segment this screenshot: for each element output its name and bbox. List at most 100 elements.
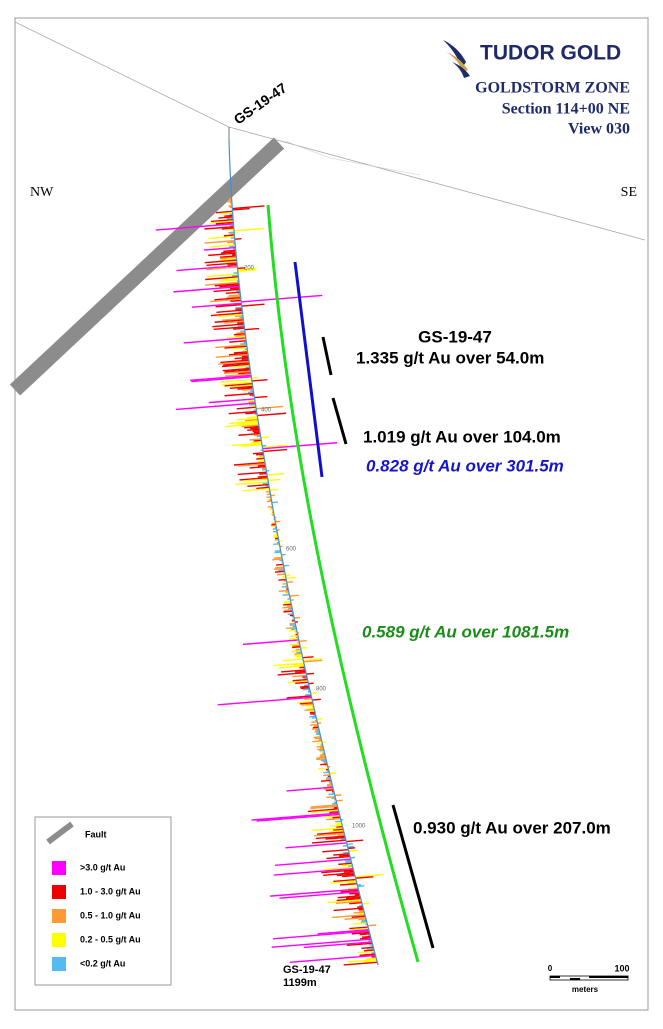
assay-bar [233, 328, 244, 329]
assay-bar [301, 688, 310, 689]
assay-bar [238, 326, 244, 327]
assay-bar [276, 564, 283, 565]
assay-bar [303, 657, 314, 658]
assay-bar [349, 893, 359, 894]
assay-bar [234, 334, 245, 335]
assay-bar [248, 402, 255, 403]
assay-bar [257, 461, 265, 462]
assay-bar [305, 710, 315, 711]
legend-swatch [52, 885, 66, 899]
assay-bar [316, 757, 325, 758]
assay-bar [291, 636, 298, 637]
assay-bar [333, 829, 343, 830]
assay-bar [300, 686, 309, 687]
legend-label: 0.2 - 0.5 g/t Au [80, 934, 141, 944]
legend-label: 0.5 - 1.0 g/t Au [80, 910, 141, 920]
assay-bar [317, 746, 323, 747]
legend-label: 1.0 - 3.0 g/t Au [80, 886, 141, 896]
assay-bar [303, 689, 310, 690]
company-name: TUDOR GOLD [480, 42, 621, 65]
assay-bar [286, 628, 296, 629]
assay-bar [226, 229, 234, 230]
assay-bar [329, 812, 339, 813]
legend-swatch [52, 957, 66, 971]
assay-bar [261, 437, 269, 438]
assay-bar [254, 435, 260, 436]
assay-bar [230, 288, 240, 289]
assay-bar [227, 264, 237, 265]
assay-bar [252, 442, 262, 443]
assay-bar [230, 300, 241, 301]
assay-bar [360, 938, 371, 939]
assay-bar [344, 871, 354, 872]
direction-se: SE [621, 185, 637, 200]
zone-title: GOLDSTORM ZONE [475, 80, 630, 97]
assay-bar [342, 865, 352, 866]
assay-bar [242, 389, 253, 390]
assay-bar [282, 607, 291, 608]
legend-label: Fault [85, 829, 107, 839]
scale-seg [570, 978, 580, 980]
assay-bar [247, 400, 255, 401]
assay-bar [277, 574, 285, 575]
assay-bar [336, 827, 342, 828]
assay-bar [362, 903, 369, 904]
assay-bar [330, 825, 342, 826]
assay-bar [247, 429, 259, 430]
assay-bar [254, 440, 262, 441]
assay-bar [367, 949, 374, 950]
assay-bar [314, 737, 321, 738]
legend: Fault >3.0 g/t Au 1.0 - 3.0 g/t Au 0.5 -… [35, 817, 171, 985]
assay-bar [235, 335, 245, 336]
assay-bar [292, 647, 300, 648]
scale-seg [550, 976, 560, 978]
scale-seg [589, 976, 628, 978]
assay-bar [336, 800, 343, 801]
assay-bar [274, 569, 284, 570]
assay-bar [227, 218, 233, 219]
assay-bar [250, 428, 259, 429]
intercept: 0.930 g/t Au over 207.0m [413, 818, 611, 837]
assay-bar [362, 937, 371, 938]
assay-bar [237, 323, 244, 324]
assay-bar [335, 795, 341, 796]
assay-bar [295, 671, 306, 672]
assay-bar [320, 764, 327, 765]
section-title: Section 114+00 NE [502, 101, 630, 118]
assay-bar [220, 213, 232, 214]
assay-bar [224, 216, 233, 217]
assay-bar [323, 775, 330, 776]
intercept: 1.019 g/t Au over 104.0m [363, 427, 561, 446]
end-depth: 1199m [283, 977, 317, 989]
assay-bar [348, 888, 358, 889]
assay-bar [275, 567, 284, 568]
assay-bar [268, 479, 280, 480]
assay-bar [358, 886, 365, 887]
assay-bar [283, 595, 290, 596]
assay-bar [284, 610, 293, 611]
assay-bar [348, 848, 355, 849]
assay-bar [290, 595, 299, 596]
assay-bar [317, 749, 323, 750]
assay-bar [222, 228, 234, 229]
assay-bar [283, 604, 291, 605]
scale-unit: meters [572, 985, 599, 994]
assay-bar [235, 239, 242, 240]
assay-bar [316, 759, 326, 760]
assay-bar [258, 476, 268, 477]
assay-bar [296, 656, 303, 657]
depth-label: 600 [286, 547, 297, 553]
legend-swatch [52, 861, 66, 875]
assay-bar [299, 641, 307, 642]
assay-bar [312, 741, 321, 742]
assay-bar [294, 655, 302, 656]
assay-bar [349, 850, 358, 851]
assay-bar [292, 651, 301, 652]
assay-bar [339, 855, 350, 856]
assay-bar [289, 630, 297, 631]
assay-bar [235, 309, 242, 310]
depth-label: 800 [316, 687, 327, 693]
assay-bar [326, 790, 334, 791]
assay-bar [258, 465, 266, 466]
assay-bar [368, 925, 376, 926]
